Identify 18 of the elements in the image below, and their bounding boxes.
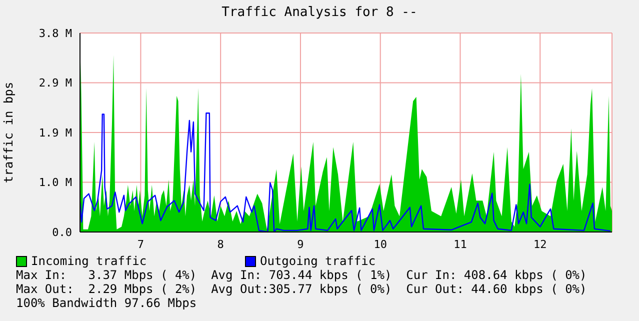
- x-tick-label: 10: [374, 238, 387, 251]
- text: 100% Bandwidth 97.66 Mbps: [15, 296, 198, 310]
- x-tick-label: 9: [297, 238, 304, 251]
- y-tick-label: 0.0: [52, 226, 72, 239]
- text: Max Out: 2.29 Mbps ( 2%) Avg Out:305.77 kbps ( 0%) Cur Out: 44.60 kbps ( 0%): [15, 282, 588, 296]
- y-axis-title: traffic in bps: [1, 82, 16, 184]
- x-tick-label: 12: [533, 238, 547, 251]
- y-tick-label: 2.9 M: [38, 76, 72, 90]
- legend-label: Outgoing traffic: [260, 254, 376, 268]
- x-tick-label: 7: [137, 238, 144, 251]
- y-tick-label: 1.0 M: [38, 176, 72, 190]
- x-tick-label: 11: [454, 238, 467, 251]
- y-tick-label: 1.9 M: [38, 126, 72, 140]
- chart-title: Traffic Analysis for 8 --: [220, 5, 418, 20]
- y-tick-label: 3.8 M: [38, 26, 72, 40]
- x-tick-label: 8: [217, 238, 224, 251]
- text: Max In: 3.37 Mbps ( 4%) Avg In: 703.44 kbps ( 1%) Cur In: 408.64 kbps ( 0%): [15, 268, 588, 282]
- legend-label: Incoming traffic: [31, 254, 147, 268]
